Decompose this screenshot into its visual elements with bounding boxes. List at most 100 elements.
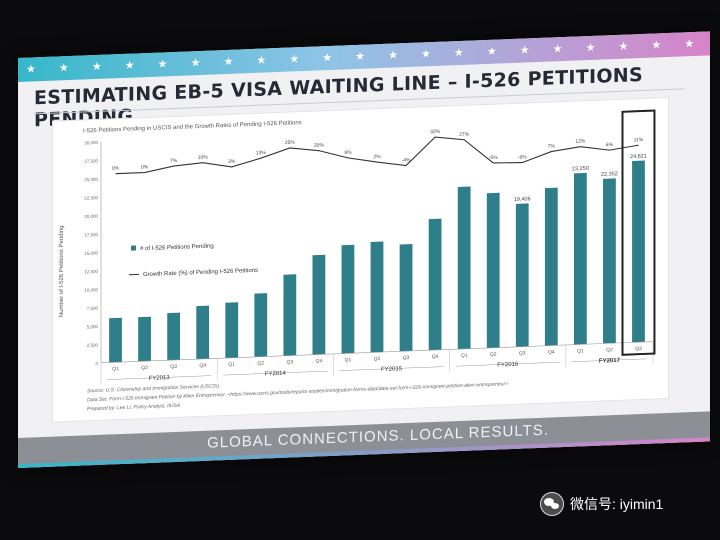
growth-rate-label: 25% (285, 140, 296, 146)
growth-rate-label: 0% (112, 165, 120, 171)
growth-rate-label: 20% (314, 142, 325, 148)
y-tick-label: 17,500 (84, 232, 98, 238)
x-axis-line (101, 341, 653, 364)
bar-4 (225, 302, 239, 359)
x-tick-label: Q2 (257, 361, 264, 367)
bar-13 (486, 192, 500, 348)
growth-line-path (115, 136, 639, 175)
projector-screen: ★ ★ ★ ★ ★ ★ ★ ★ ★ ★ ★ ★ ★ ★ ★ ★ ★ ★ ★ ★ … (18, 31, 710, 468)
wechat-icon (540, 492, 564, 516)
bar-18 (632, 160, 645, 343)
y-tick-label: 20,000 (84, 214, 98, 220)
y-tick-label: 10,000 (84, 287, 98, 293)
x-tick-label: Q2 (374, 356, 381, 362)
chart-svg: I-526 Petitions Pending in USCIS and the… (59, 109, 656, 413)
x-tick-label: Q2 (141, 365, 148, 371)
x-tick-label: Q1 (461, 353, 468, 359)
x-tick-label: Q2 (490, 352, 497, 358)
growth-rate-label: 12% (575, 138, 586, 144)
x-tick-label: Q3 (635, 346, 642, 352)
y-tick-label: 5,000 (87, 324, 99, 329)
growth-rate-label: 11% (634, 137, 644, 143)
growth-rate-label: 7% (548, 143, 556, 149)
fy-bracket (455, 361, 560, 367)
bar-value-label: 19,406 (514, 196, 531, 203)
bar-1 (138, 316, 151, 362)
growth-rate-label: 32% (430, 129, 441, 135)
y-tick-label: 12,500 (84, 269, 98, 275)
x-tick-label: Q1 (228, 362, 235, 368)
x-tick-label: Q4 (199, 363, 206, 369)
fy-bracket (339, 366, 444, 371)
x-tick-label: Q3 (403, 355, 410, 361)
note-dataset: Data Set: Form I-526 Immigrant Petition … (87, 381, 508, 403)
x-tick-label: Q4 (432, 354, 439, 360)
chart-legend: # of I-526 Petitions Pending Growth Rate… (129, 243, 258, 278)
bar-value-label: 23,250 (572, 166, 589, 173)
legend-bar-swatch (131, 245, 136, 251)
growth-line: 0% 0% 7% 10% 3% 13% 25% 20% 9% 2% -4% 32% 27% -5% -6% 7… (112, 129, 644, 175)
bar-15 (544, 187, 558, 346)
bar-9 (370, 241, 384, 353)
growth-rate-label: 7% (170, 158, 178, 164)
growth-rate-label: 10% (198, 154, 209, 160)
y-tick-label: 27,500 (84, 158, 98, 164)
bar-14 (515, 203, 529, 347)
y-tick-label: 15,000 (84, 250, 98, 256)
x-tick-label: Q1 (345, 357, 352, 363)
fy-bracket (223, 370, 328, 376)
y-tick-label: 7,500 (87, 306, 99, 311)
x-tick-label: Q2 (606, 347, 613, 353)
x-tick-label: Q3 (287, 359, 294, 365)
y-axis: 0 2,500 5,000 7,500 10,000 12,500 15,000 17,500… (84, 140, 102, 366)
growth-rate-label: -4% (402, 157, 411, 163)
growth-rate-label: 2% (373, 154, 381, 160)
x-tick-label: Q4 (316, 358, 323, 364)
note-prepared-by: Prepared by: Lee Li, Policy Analyst, IIU… (87, 403, 181, 413)
bar-11 (428, 218, 442, 351)
highlight-box (621, 109, 656, 356)
bar-3 (196, 305, 210, 360)
growth-rate-label: 9% (344, 150, 352, 156)
growth-rate-label: 13% (256, 150, 267, 156)
growth-rate-label: 3% (228, 159, 236, 165)
fiscal-year-label: FY2017 (599, 358, 621, 365)
note-source: Source: U.S. Citizenship and Immigration… (87, 383, 220, 394)
x-tick-label: Q3 (519, 350, 526, 356)
legend-line-label: Growth Rate (%) of Pending I-526 Petitio… (143, 268, 258, 278)
y-tick-label: 30,000 (84, 140, 98, 146)
bar-7 (312, 254, 326, 355)
legend-bar-label: # of I-526 Petitions Pending (140, 243, 214, 252)
bar-series (109, 160, 645, 363)
bar-value-label: 24,621 (630, 153, 647, 160)
fy-bracket (107, 375, 212, 380)
growth-rate-label: -6% (518, 154, 527, 160)
fiscal-year-label: FY2013 (149, 375, 171, 382)
y-axis-label: Number of I-526 Petitions Pending (59, 225, 65, 317)
growth-rate-label: 0% (141, 164, 149, 170)
fy-bracket (571, 358, 647, 362)
growth-rate-label: 27% (459, 132, 470, 138)
bar-10 (399, 244, 413, 352)
bar-value-label: 22,352 (601, 171, 618, 178)
x-tick-label: Q1 (112, 366, 119, 372)
y-tick-label: 25,000 (84, 177, 98, 183)
fiscal-year-label: FY2016 (497, 362, 519, 369)
bar-16 (573, 172, 587, 345)
y-tick-label: 22,500 (84, 195, 98, 201)
bar-8 (341, 244, 355, 354)
growth-rate-label: 6% (606, 142, 614, 148)
bar-labels: 19,406 23,250 22,352 24,621 (514, 153, 647, 203)
watermark-text: 微信号: iyimin1 (570, 496, 664, 512)
bar-0 (109, 317, 122, 363)
chart-panel: I-526 Petitions Pending in USCIS and the… (52, 96, 669, 423)
x-tick-label: Q3 (170, 364, 177, 370)
y-tick-label: 2,500 (87, 342, 99, 347)
x-axis: Q1 Q2 Q3 Q4 Q1 Q2 Q3 Q4 Q1 Q2 Q3 Q4 Q1 Q2 Q3 Q4 Q1 Q2 Q3FY… (100, 109, 656, 385)
bar-2 (167, 312, 181, 361)
wechat-watermark: 微信号: iyimin1 (540, 492, 663, 516)
x-tick-label: Q1 (577, 348, 584, 354)
fiscal-year-label: FY2014 (265, 371, 287, 378)
x-tick-label: Q4 (548, 349, 555, 355)
bar-6 (283, 274, 297, 356)
